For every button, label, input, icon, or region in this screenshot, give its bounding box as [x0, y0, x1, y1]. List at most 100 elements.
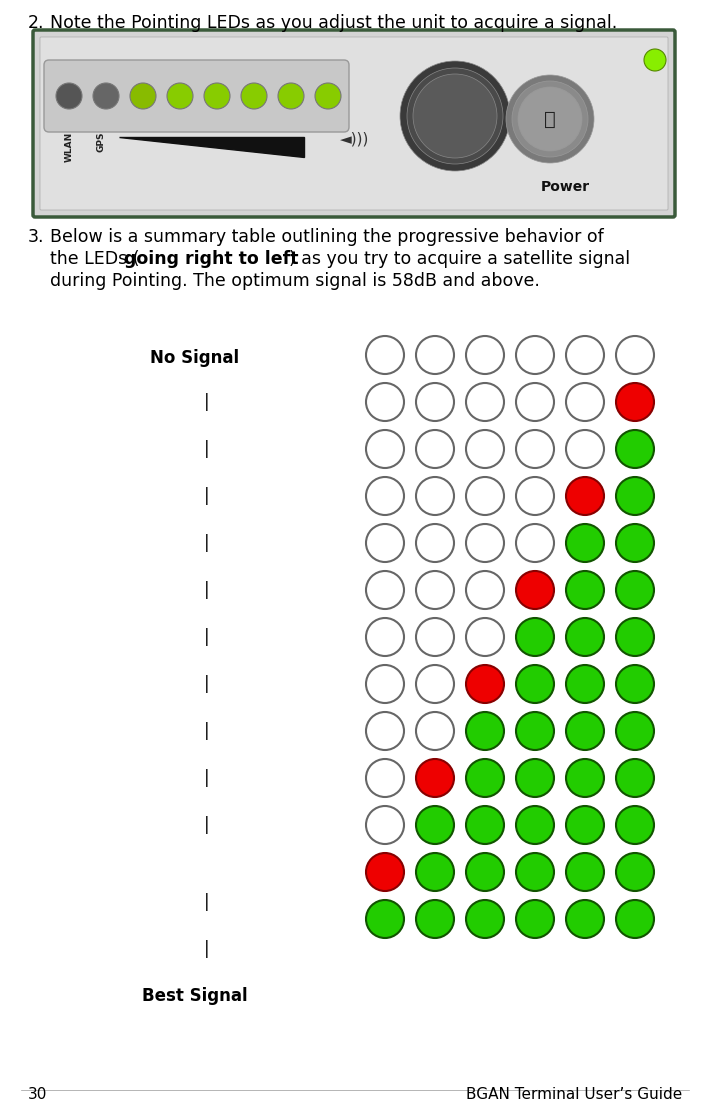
- Circle shape: [366, 336, 404, 374]
- Circle shape: [466, 806, 504, 844]
- Text: |: |: [204, 581, 210, 599]
- Circle shape: [278, 83, 304, 109]
- Circle shape: [566, 430, 604, 468]
- Text: Below is a summary table outlining the progressive behavior of: Below is a summary table outlining the p…: [50, 228, 604, 246]
- Circle shape: [516, 383, 554, 421]
- Circle shape: [366, 900, 404, 939]
- Circle shape: [616, 900, 654, 939]
- Circle shape: [516, 477, 554, 515]
- Text: |: |: [204, 816, 210, 834]
- Circle shape: [566, 900, 604, 939]
- Circle shape: [93, 83, 119, 109]
- Circle shape: [400, 60, 510, 171]
- Circle shape: [466, 759, 504, 797]
- Circle shape: [466, 712, 504, 750]
- Circle shape: [566, 571, 604, 609]
- Circle shape: [566, 336, 604, 374]
- Circle shape: [616, 759, 654, 797]
- Circle shape: [616, 665, 654, 703]
- Circle shape: [366, 618, 404, 656]
- Circle shape: [566, 759, 604, 797]
- Circle shape: [416, 524, 454, 562]
- Circle shape: [616, 712, 654, 750]
- Circle shape: [518, 87, 582, 151]
- Circle shape: [516, 806, 554, 844]
- Circle shape: [566, 853, 604, 892]
- FancyBboxPatch shape: [33, 30, 675, 217]
- Circle shape: [407, 68, 503, 164]
- Circle shape: [416, 806, 454, 844]
- Circle shape: [616, 618, 654, 656]
- Text: ) as you try to acquire a satellite signal: ) as you try to acquire a satellite sign…: [289, 250, 630, 268]
- Text: Power: Power: [540, 180, 589, 194]
- Circle shape: [366, 524, 404, 562]
- Circle shape: [566, 383, 604, 421]
- Circle shape: [416, 665, 454, 703]
- Circle shape: [566, 618, 604, 656]
- Circle shape: [366, 853, 404, 892]
- Circle shape: [616, 477, 654, 515]
- Circle shape: [516, 430, 554, 468]
- Circle shape: [566, 524, 604, 562]
- Circle shape: [416, 477, 454, 515]
- Circle shape: [466, 571, 504, 609]
- Circle shape: [616, 524, 654, 562]
- Circle shape: [413, 74, 497, 158]
- Text: |: |: [204, 393, 210, 411]
- Circle shape: [616, 853, 654, 892]
- Text: the LEDs (: the LEDs (: [50, 250, 139, 268]
- Circle shape: [416, 336, 454, 374]
- Text: |: |: [204, 534, 210, 552]
- Circle shape: [516, 665, 554, 703]
- Circle shape: [566, 477, 604, 515]
- Circle shape: [466, 383, 504, 421]
- Text: GPS: GPS: [97, 132, 106, 152]
- Circle shape: [466, 430, 504, 468]
- Circle shape: [516, 336, 554, 374]
- Text: |: |: [204, 675, 210, 693]
- Circle shape: [416, 759, 454, 797]
- Circle shape: [512, 81, 588, 157]
- Text: ⏻: ⏻: [544, 110, 556, 129]
- Text: 3.: 3.: [28, 228, 45, 246]
- Circle shape: [616, 383, 654, 421]
- Circle shape: [516, 900, 554, 939]
- Circle shape: [466, 900, 504, 939]
- Circle shape: [366, 806, 404, 844]
- Circle shape: [416, 712, 454, 750]
- Text: ◄))): ◄))): [340, 131, 370, 147]
- Circle shape: [516, 524, 554, 562]
- Circle shape: [315, 83, 341, 109]
- Circle shape: [466, 336, 504, 374]
- FancyBboxPatch shape: [40, 37, 668, 211]
- Circle shape: [167, 83, 193, 109]
- Text: 30: 30: [28, 1088, 48, 1102]
- Circle shape: [466, 665, 504, 703]
- Text: WLAN: WLAN: [65, 132, 74, 162]
- Circle shape: [516, 759, 554, 797]
- Circle shape: [416, 571, 454, 609]
- Circle shape: [366, 383, 404, 421]
- Circle shape: [516, 853, 554, 892]
- Text: |: |: [204, 722, 210, 740]
- Text: 2.: 2.: [28, 15, 45, 32]
- FancyBboxPatch shape: [44, 60, 349, 132]
- Circle shape: [506, 75, 594, 164]
- Circle shape: [466, 618, 504, 656]
- Text: No Signal: No Signal: [151, 349, 239, 367]
- Circle shape: [566, 712, 604, 750]
- Text: during Pointing. The optimum signal is 58dB and above.: during Pointing. The optimum signal is 5…: [50, 272, 540, 290]
- Text: |: |: [204, 628, 210, 646]
- Text: Best Signal: Best Signal: [142, 987, 248, 1005]
- Text: |: |: [204, 487, 210, 505]
- Circle shape: [644, 49, 666, 71]
- Circle shape: [130, 83, 156, 109]
- Circle shape: [366, 430, 404, 468]
- Circle shape: [466, 477, 504, 515]
- Circle shape: [366, 665, 404, 703]
- Circle shape: [366, 571, 404, 609]
- Circle shape: [616, 336, 654, 374]
- Text: BGAN Terminal User’s Guide: BGAN Terminal User’s Guide: [466, 1088, 682, 1102]
- Circle shape: [366, 759, 404, 797]
- Circle shape: [466, 524, 504, 562]
